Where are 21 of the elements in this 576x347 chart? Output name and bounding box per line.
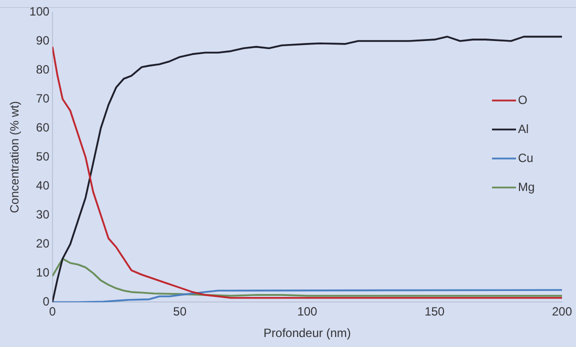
y-tick-label: 10 [36,265,50,280]
x-tick-label: 100 [297,304,318,319]
x-axis-title: Profondeur (nm) [264,326,351,340]
y-tick-label: 90 [36,33,50,48]
y-axis-title: Concentration (% wt) [8,101,22,214]
y-tick-label: 50 [36,149,50,164]
x-tick-label: 50 [173,304,187,319]
y-tick-label: 80 [36,62,50,76]
x-tick-label: 200 [552,304,572,319]
legend-label: Al [518,122,529,136]
y-tick-label: 40 [36,178,50,192]
y-tick-label: 20 [36,236,50,250]
y-tick-label: 30 [36,207,50,222]
x-tick-label: 150 [424,304,445,319]
y-tick-label: 100 [29,4,50,18]
legend-label: Cu [518,150,534,165]
y-tick-label: 0 [42,294,50,309]
y-tick-label: 60 [36,120,50,134]
legend-label: Mg [518,180,535,194]
y-tick-label: 70 [36,91,50,106]
legend-label: O [518,92,528,107]
